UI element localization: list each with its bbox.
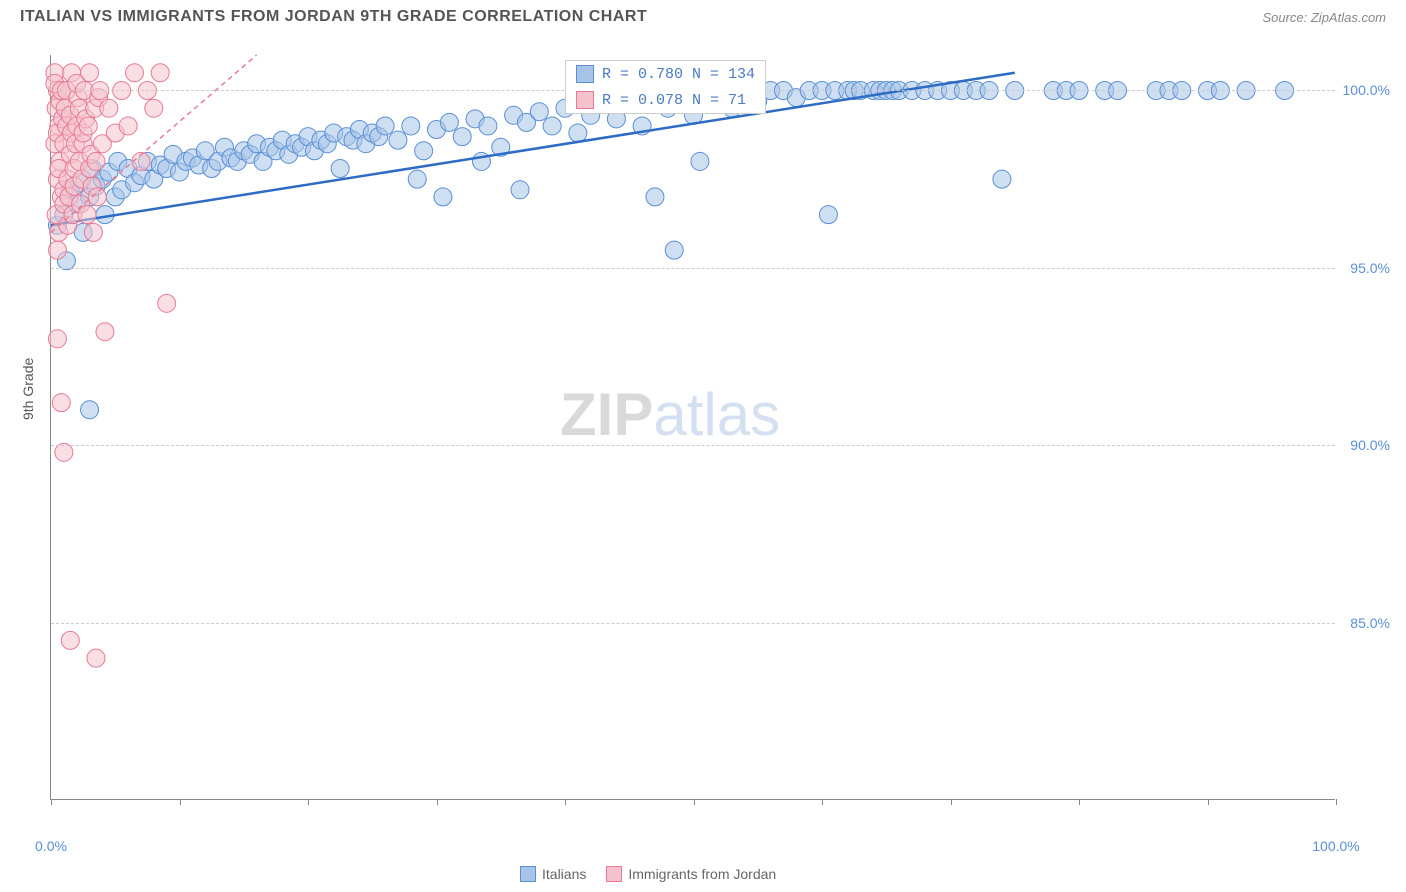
data-point bbox=[119, 117, 137, 135]
data-point bbox=[78, 206, 96, 224]
stat-row: R = 0.780 N = 134 bbox=[566, 61, 765, 87]
legend-swatch bbox=[606, 866, 622, 882]
data-point bbox=[440, 113, 458, 131]
gridline bbox=[51, 445, 1335, 446]
xtick bbox=[1079, 799, 1080, 805]
xtick bbox=[694, 799, 695, 805]
data-point bbox=[415, 142, 433, 160]
ytick-label: 100.0% bbox=[1343, 82, 1390, 98]
data-point bbox=[81, 401, 99, 419]
xtick bbox=[437, 799, 438, 805]
data-point bbox=[376, 117, 394, 135]
xtick bbox=[565, 799, 566, 805]
legend-swatch bbox=[520, 866, 536, 882]
xtick bbox=[822, 799, 823, 805]
gridline bbox=[51, 623, 1335, 624]
data-point bbox=[819, 206, 837, 224]
data-point bbox=[691, 152, 709, 170]
data-point bbox=[100, 99, 118, 117]
data-point bbox=[993, 170, 1011, 188]
data-point bbox=[126, 64, 144, 82]
data-point bbox=[61, 631, 79, 649]
xtick-label: 100.0% bbox=[1312, 838, 1359, 854]
data-point bbox=[79, 117, 97, 135]
data-point bbox=[389, 131, 407, 149]
ytick-label: 95.0% bbox=[1350, 260, 1390, 276]
data-point bbox=[646, 188, 664, 206]
stat-row: R = 0.078 N = 71 bbox=[566, 87, 765, 113]
xtick bbox=[51, 799, 52, 805]
data-point bbox=[151, 64, 169, 82]
xtick bbox=[1208, 799, 1209, 805]
stat-text: R = 0.780 N = 134 bbox=[602, 66, 755, 83]
data-point bbox=[48, 330, 66, 348]
legend-label: Immigrants from Jordan bbox=[628, 866, 776, 882]
data-point bbox=[479, 117, 497, 135]
data-point bbox=[87, 152, 105, 170]
data-point bbox=[402, 117, 420, 135]
stat-text: R = 0.078 N = 71 bbox=[602, 92, 746, 109]
data-point bbox=[331, 160, 349, 178]
xtick bbox=[308, 799, 309, 805]
data-point bbox=[665, 241, 683, 259]
source-attribution: Source: ZipAtlas.com bbox=[1262, 10, 1386, 25]
xtick bbox=[951, 799, 952, 805]
ytick-label: 90.0% bbox=[1350, 437, 1390, 453]
xtick bbox=[180, 799, 181, 805]
data-point bbox=[530, 103, 548, 121]
data-point bbox=[511, 181, 529, 199]
legend-item: Italians bbox=[520, 866, 586, 882]
chart-header: ITALIAN VS IMMIGRANTS FROM JORDAN 9TH GR… bbox=[0, 0, 1406, 34]
plot-area: 85.0%90.0%95.0%100.0%0.0%100.0% bbox=[50, 55, 1335, 800]
legend-item: Immigrants from Jordan bbox=[606, 866, 776, 882]
data-point bbox=[84, 223, 102, 241]
xtick-label: 0.0% bbox=[35, 838, 67, 854]
data-point bbox=[145, 99, 163, 117]
legend: Italians Immigrants from Jordan bbox=[520, 866, 776, 882]
y-axis-label: 9th Grade bbox=[20, 358, 36, 420]
data-point bbox=[543, 117, 561, 135]
stat-swatch bbox=[576, 91, 594, 109]
legend-label: Italians bbox=[542, 866, 586, 882]
ytick-label: 85.0% bbox=[1350, 615, 1390, 631]
data-point bbox=[96, 323, 114, 341]
data-point bbox=[52, 394, 70, 412]
data-point bbox=[158, 294, 176, 312]
xtick bbox=[1336, 799, 1337, 805]
data-point bbox=[87, 649, 105, 667]
correlation-stats-box: R = 0.780 N = 134 R = 0.078 N = 71 bbox=[565, 60, 766, 114]
data-point bbox=[434, 188, 452, 206]
data-point bbox=[81, 64, 99, 82]
data-point bbox=[88, 188, 106, 206]
data-point bbox=[453, 128, 471, 146]
stat-swatch bbox=[576, 65, 594, 83]
data-point bbox=[48, 241, 66, 259]
data-point bbox=[408, 170, 426, 188]
scatter-svg bbox=[51, 55, 1335, 799]
gridline bbox=[51, 268, 1335, 269]
data-point bbox=[569, 124, 587, 142]
chart-title: ITALIAN VS IMMIGRANTS FROM JORDAN 9TH GR… bbox=[20, 8, 647, 26]
